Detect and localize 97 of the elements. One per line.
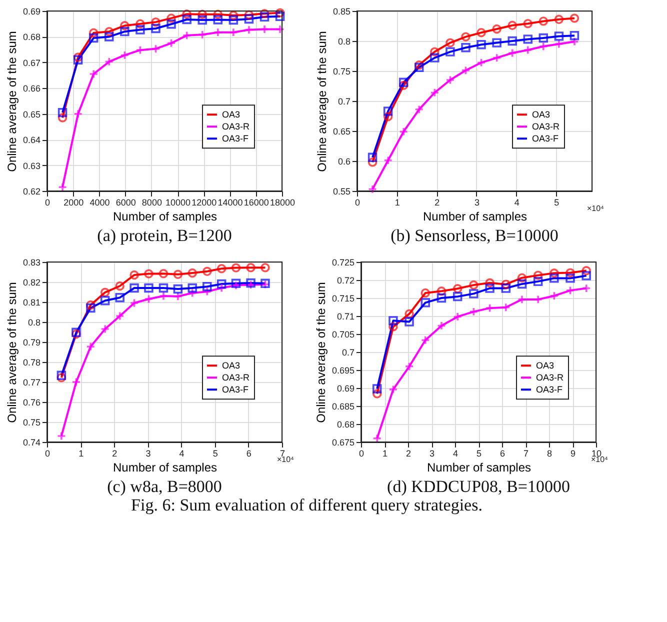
y-tick-label: 0.75 xyxy=(332,66,350,76)
x-tick-label: 0 xyxy=(44,448,50,458)
text: (b) Sensorless, B=10000 xyxy=(390,226,558,245)
x-tick-label: 2 xyxy=(112,448,118,458)
y-tick-label: 0.66 xyxy=(22,84,40,94)
y-tick-label: 0.74 xyxy=(22,438,40,448)
legend-label: OA3 xyxy=(536,360,554,371)
x-tick-label: 4 xyxy=(179,448,184,458)
legend-label: OA3-R xyxy=(222,372,250,383)
y-tick-label: 0.65 xyxy=(332,126,350,136)
x-tick-label: 2000 xyxy=(64,198,84,208)
y-tick-label: 0.81 xyxy=(22,298,40,308)
x-tick-label: 4 xyxy=(514,198,520,208)
x-tick-label: 10000 xyxy=(166,198,191,208)
x-tick-label: 3 xyxy=(146,448,151,458)
y-tick-label: 0.68 xyxy=(336,420,354,430)
caption: Fig. 6: Sum evaluation of different query strategies. xyxy=(131,496,482,514)
legend-label: OA3 xyxy=(532,110,550,120)
x-tick-label: 0 xyxy=(44,198,50,208)
x-tick-label: 3 xyxy=(474,198,480,208)
x-tick-label: 6 xyxy=(500,448,506,458)
text: (c) w8a, B=8000 xyxy=(107,477,222,496)
x-tick-label: 6 xyxy=(246,448,252,458)
y-tick-label: 0.75 xyxy=(22,418,40,428)
y-tick-label: 0.85 xyxy=(332,6,350,16)
x-tick-label: 5 xyxy=(476,448,482,458)
y-tick-label: 0.69 xyxy=(22,6,40,16)
y-tick-label: 0.705 xyxy=(332,330,354,340)
text: (a) protein, B=1200 xyxy=(97,226,232,245)
x-axis-title: Number of samples xyxy=(112,210,218,224)
x-tick-label: 0 xyxy=(354,198,360,208)
y-tick-label: 0.64 xyxy=(22,135,40,146)
x-tick-label: 5 xyxy=(554,198,560,208)
x-tick-label: 1 xyxy=(394,198,400,208)
y-tick-label: 0.715 xyxy=(332,294,354,304)
x-axis-title: Number of samples xyxy=(112,460,218,474)
x-tick-label: 16000 xyxy=(244,198,269,208)
y-tick-label: 0.68 xyxy=(22,32,40,42)
x-tick-label: 9 xyxy=(570,448,576,458)
x-tick-label: 8000 xyxy=(142,198,162,208)
legend-label: OA3 xyxy=(222,360,240,371)
y-tick-label: 0.78 xyxy=(22,358,40,368)
y-tick-label: 0.55 xyxy=(332,186,350,196)
y-tick-label: 0.63 xyxy=(22,160,40,171)
y-tick-label: 0.725 xyxy=(332,258,354,268)
y-axis-title: Online average of the sum xyxy=(4,31,19,172)
x-tick-label: 1 xyxy=(78,448,84,458)
y-tick-label: 0.83 xyxy=(22,258,40,268)
x-axis-title: Number of samples xyxy=(426,460,532,474)
y-axis-title: Online average of the sum xyxy=(314,31,329,172)
x-axis-title: Number of samples xyxy=(422,210,528,224)
y-tick-label: 0.67 xyxy=(22,58,40,68)
y-tick-label: 0.8 xyxy=(28,318,40,328)
legend-label: OA3-R xyxy=(532,122,560,132)
legend-label: OA3 xyxy=(222,110,240,120)
text: (d) KDDCUP08, B=10000 xyxy=(387,477,570,496)
legend-label: OA3-F xyxy=(222,384,250,395)
y-tick-label: 0.7 xyxy=(342,348,354,358)
x-tick-label: 8 xyxy=(546,448,552,458)
x-tick-label: 4 xyxy=(452,448,458,458)
y-tick-label: 0.65 xyxy=(22,109,40,120)
x-tick-label: 4000 xyxy=(90,198,110,208)
y-tick-label: 0.76 xyxy=(22,398,40,408)
text: ×10⁴ xyxy=(586,204,605,213)
legend-label: OA3-F xyxy=(536,384,564,395)
x-tick-label: 14000 xyxy=(218,198,243,208)
y-axis-title: Online average of the sum xyxy=(314,282,328,423)
legend-label: OA3-R xyxy=(222,122,250,132)
y-tick-label: 0.8 xyxy=(338,36,350,46)
x-tick-label: 18000 xyxy=(270,198,296,208)
text: ×10⁴ xyxy=(276,455,295,464)
x-tick-label: 0 xyxy=(358,448,364,458)
y-tick-label: 0.69 xyxy=(336,384,354,394)
y-tick-label: 0.62 xyxy=(22,186,40,196)
y-tick-label: 0.72 xyxy=(336,276,354,286)
x-tick-label: 7 xyxy=(523,448,529,458)
x-tick-label: 3 xyxy=(429,448,435,458)
x-tick-label: 2 xyxy=(434,198,440,208)
y-tick-label: 0.71 xyxy=(336,312,354,322)
y-axis-title: Online average of the sum xyxy=(4,282,19,423)
y-tick-label: 0.77 xyxy=(22,378,40,388)
y-tick-label: 0.7 xyxy=(338,96,350,106)
legend-label: OA3-F xyxy=(532,134,560,144)
legend-label: OA3-F xyxy=(222,134,250,144)
y-tick-label: 0.79 xyxy=(22,338,40,348)
x-tick-label: 6000 xyxy=(116,198,136,208)
y-tick-label: 0.82 xyxy=(22,278,40,288)
y-tick-label: 0.675 xyxy=(332,438,354,448)
y-tick-label: 0.6 xyxy=(338,156,350,166)
x-tick-label: 2 xyxy=(406,448,412,458)
x-tick-label: 5 xyxy=(212,448,218,458)
x-tick-label: 12000 xyxy=(192,198,217,208)
legend-label: OA3-R xyxy=(536,372,564,383)
y-tick-label: 0.695 xyxy=(332,366,354,376)
text: ×10⁴ xyxy=(590,455,609,464)
x-tick-label: 1 xyxy=(382,448,388,458)
y-tick-label: 0.685 xyxy=(332,402,354,412)
